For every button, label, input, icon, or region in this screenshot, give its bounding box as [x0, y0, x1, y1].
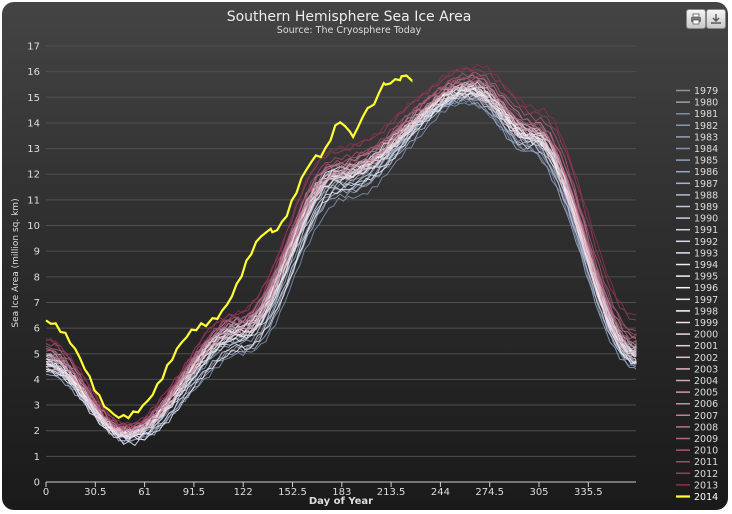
y-tick-label: 17: [27, 42, 40, 53]
legend-item-2006[interactable]: 2006: [694, 399, 718, 410]
series-line-1999[interactable]: [45, 87, 637, 438]
x-tick-label: 61: [138, 487, 151, 498]
y-tick-label: 2: [34, 426, 40, 437]
series-layer: [45, 64, 637, 447]
grid-layer: [46, 45, 636, 483]
y-tick-label: 13: [27, 144, 40, 155]
legend-item-1980[interactable]: 1980: [694, 98, 718, 109]
y-tick-label: 1: [34, 452, 40, 463]
legend-item-1988[interactable]: 1988: [694, 190, 718, 201]
y-tick-label: 16: [27, 67, 40, 78]
x-tick-label: 152.5: [278, 487, 307, 498]
series-line-2004[interactable]: [45, 79, 637, 436]
legend-item-2009[interactable]: 2009: [694, 434, 718, 445]
print-button[interactable]: [686, 9, 706, 29]
series-line-2011[interactable]: [45, 75, 637, 431]
legend-item-1990[interactable]: 1990: [694, 214, 718, 225]
legend-item-2008[interactable]: 2008: [694, 422, 718, 433]
x-tick-label: 30.5: [84, 487, 106, 498]
series-line-1983[interactable]: [45, 90, 637, 433]
series-line-2007[interactable]: [45, 73, 637, 433]
y-tick-label: 0: [34, 478, 40, 489]
download-icon: [711, 14, 721, 24]
legend-item-1999[interactable]: 1999: [694, 318, 718, 329]
legend-item-2003[interactable]: 2003: [694, 364, 718, 375]
legend-item-1979[interactable]: 1979: [694, 86, 718, 97]
legend-item-2014[interactable]: 2014: [694, 492, 718, 503]
legend-item-2011[interactable]: 2011: [694, 457, 718, 468]
printer-icon: [691, 13, 701, 25]
legend-item-1984[interactable]: 1984: [694, 144, 718, 155]
legend-item-1982[interactable]: 1982: [694, 121, 718, 132]
legend-item-1998[interactable]: 1998: [694, 306, 718, 317]
series-line-2014[interactable]: [45, 74, 413, 420]
y-tick-label: 9: [34, 247, 40, 258]
legend-layer: 1979198019811982198319841985198619871988…: [676, 86, 718, 503]
series-line-2008[interactable]: [45, 79, 637, 432]
legend-item-1986[interactable]: 1986: [694, 167, 718, 178]
y-tick-label: 14: [27, 118, 40, 129]
legend-item-1993[interactable]: 1993: [694, 248, 718, 259]
series-line-1979[interactable]: [45, 95, 637, 444]
legend-item-1997[interactable]: 1997: [694, 295, 718, 306]
legend-item-2001[interactable]: 2001: [694, 341, 718, 352]
x-tick-label: 122: [234, 487, 253, 498]
y-tick-label: 11: [27, 195, 40, 206]
legend-item-1985[interactable]: 1985: [694, 156, 718, 167]
y-tick-label: 8: [34, 272, 40, 283]
series-line-1997[interactable]: [45, 88, 637, 447]
legend-item-2000[interactable]: 2000: [694, 330, 718, 341]
legend-item-1992[interactable]: 1992: [694, 237, 718, 248]
legend-item-1995[interactable]: 1995: [694, 272, 718, 283]
legend-item-1991[interactable]: 1991: [694, 225, 718, 236]
legend-item-1987[interactable]: 1987: [694, 179, 718, 190]
series-line-2012[interactable]: [45, 66, 637, 427]
series-line-1989[interactable]: [45, 89, 637, 439]
x-tick-label: 274.5: [475, 487, 504, 498]
legend-item-2007[interactable]: 2007: [694, 411, 718, 422]
series-line-2009[interactable]: [45, 76, 637, 430]
x-tick-label: 244: [431, 487, 450, 498]
legend-item-1981[interactable]: 1981: [694, 109, 718, 120]
x-tick-label: 335.5: [574, 487, 603, 498]
y-tick-label: 12: [27, 170, 40, 181]
chart-subtitle: Source: The Cryosphere Today: [277, 25, 422, 36]
legend-item-2012[interactable]: 2012: [694, 469, 718, 480]
series-line-1992[interactable]: [45, 90, 637, 443]
legend-item-1989[interactable]: 1989: [694, 202, 718, 213]
legend-item-2005[interactable]: 2005: [694, 388, 718, 399]
legend-item-1983[interactable]: 1983: [694, 132, 718, 143]
y-tick-label: 10: [27, 221, 40, 232]
x-tick-label: 213.5: [377, 487, 406, 498]
x-axis-label: Day of Year: [309, 496, 373, 507]
legend-item-2004[interactable]: 2004: [694, 376, 718, 387]
x-tick-label: 91.5: [183, 487, 205, 498]
y-axis-label: Sea Ice Area (million sq. km): [11, 198, 21, 327]
y-tick-label: 5: [34, 349, 40, 360]
legend-item-1996[interactable]: 1996: [694, 283, 718, 294]
series-line-2013[interactable]: [45, 64, 637, 430]
series-line-2010[interactable]: [45, 72, 637, 426]
y-tick-label: 3: [34, 401, 40, 412]
x-tick-label: 305: [529, 487, 548, 498]
series-line-2002[interactable]: [45, 92, 637, 438]
y-tick-label: 6: [34, 324, 40, 335]
chart-title: Southern Hemisphere Sea Ice Area: [227, 9, 472, 25]
x-tick-label: 183: [332, 487, 351, 498]
legend-item-2013[interactable]: 2013: [694, 480, 718, 491]
y-tick-label: 15: [27, 93, 40, 104]
y-tick-label: 4: [34, 375, 40, 386]
y-tick-label: 7: [34, 298, 40, 309]
legend-item-2002[interactable]: 2002: [694, 353, 718, 364]
legend-item-2010[interactable]: 2010: [694, 446, 718, 457]
legend-item-1994[interactable]: 1994: [694, 260, 718, 271]
export-button[interactable]: [706, 9, 726, 29]
series-line-1980[interactable]: [45, 88, 637, 442]
x-tick-label: 0: [43, 487, 49, 498]
series-line-1984[interactable]: [45, 101, 637, 441]
